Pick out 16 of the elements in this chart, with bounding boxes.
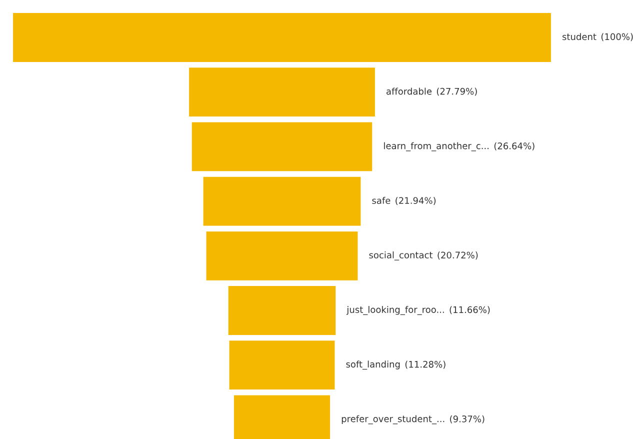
category-label: just_looking_for_roo... [346,306,444,315]
data-label: (11.66%) [450,306,490,314]
category-label: learn_from_another_c... [384,142,489,152]
category-label: safe [372,196,390,204]
category-label: affordable [386,88,432,95]
data-label: (21.94%) [396,196,436,205]
data-label: (26.64%) [494,142,534,150]
category-label: student [562,33,596,40]
data-label: (20.72%) [438,252,478,260]
data-label: (9.37%) [450,415,484,424]
data-label: (27.79%) [436,88,477,96]
category-label: prefer_over_student_... [342,415,444,424]
category-label: social_contact [369,251,433,260]
data-label: (11.28%) [405,360,446,369]
data-label: (100%) [601,33,633,42]
category-label: soft_landing [346,360,400,370]
